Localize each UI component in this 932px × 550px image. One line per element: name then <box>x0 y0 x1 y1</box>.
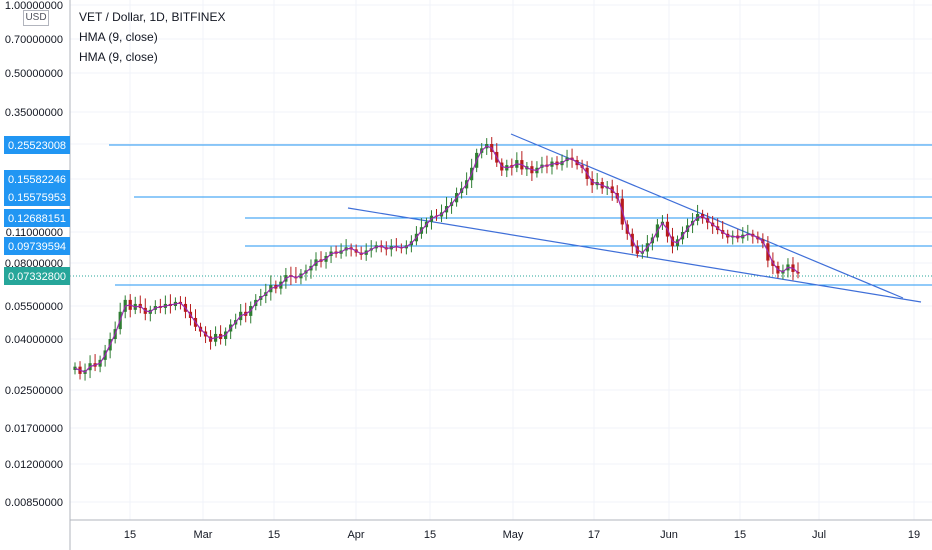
level-badge <box>4 188 70 206</box>
indicator-hma-2[interactable]: HMA (9, close) <box>79 50 158 64</box>
hma-line <box>74 145 799 373</box>
candles[interactable] <box>73 137 800 381</box>
x-tick-label: 15 <box>424 529 436 541</box>
lower-trend-line <box>347 207 922 303</box>
currency-badge[interactable]: USD <box>23 10 49 26</box>
indicator-hma-1[interactable]: HMA (9, close) <box>79 30 158 44</box>
y-tick-label: 0.70000000 <box>5 34 63 46</box>
x-tick-label: Mar <box>194 529 213 541</box>
y-tick-label: 0.01200000 <box>5 459 63 471</box>
x-tick-label: 15 <box>268 529 280 541</box>
level-badge <box>4 237 70 255</box>
current-price-label: 0.07332800 <box>8 271 66 283</box>
level-badge <box>4 209 70 227</box>
axes <box>69 0 932 550</box>
x-tick-label: Apr <box>347 529 364 541</box>
y-tick-label: 0.00850000 <box>5 497 63 509</box>
level-badge-label: 0.15575953 <box>8 192 66 204</box>
symbol-title: VET / Dollar, 1D, BITFINEX <box>79 10 226 24</box>
horizontal-levels[interactable] <box>70 144 932 286</box>
candle-body <box>796 271 800 274</box>
chart-legend: VET / Dollar, 1D, BITFINEX HMA (9, close… <box>79 7 225 67</box>
x-tick-label: 15 <box>734 529 746 541</box>
level-badge-label: 0.15582246 <box>8 174 66 186</box>
x-tick-label: Jul <box>812 529 826 541</box>
x-tick-label: 15 <box>124 529 136 541</box>
x-tick-label: 17 <box>588 529 600 541</box>
level-badge-label: 0.09739594 <box>8 241 66 253</box>
hma-polyline <box>74 145 799 373</box>
price-badges: 0.25523008 0.15582246 0.15575953 0.12688151… <box>4 136 70 285</box>
y-tick-label: 0.01700000 <box>5 423 63 435</box>
y-tick-label: 0.05500000 <box>5 301 63 313</box>
y-tick-label: 0.02500000 <box>5 385 63 397</box>
current-price-badge <box>4 267 70 285</box>
y-tick-label: 0.11000000 <box>6 227 63 239</box>
x-axis-labels: 15 Mar 15 Apr 15 May 17 Jun 15 Jul 19 <box>124 529 920 541</box>
y-tick-label: 0.04000000 <box>5 334 63 346</box>
y-tick-label: 0.50000000 <box>5 68 63 80</box>
x-tick-label: Jun <box>660 529 678 541</box>
grid <box>70 0 932 520</box>
y-tick-label: 1.00000000 <box>5 0 63 12</box>
level-badge <box>4 136 70 154</box>
level-badge-label: 0.12688151 <box>8 213 66 225</box>
x-tick-label: 19 <box>908 529 920 541</box>
y-tick-label: 0.35000000 <box>5 107 63 119</box>
level-badge <box>4 170 70 188</box>
x-tick-label: May <box>503 529 524 541</box>
level-badge-label: 0.25523008 <box>8 140 66 152</box>
